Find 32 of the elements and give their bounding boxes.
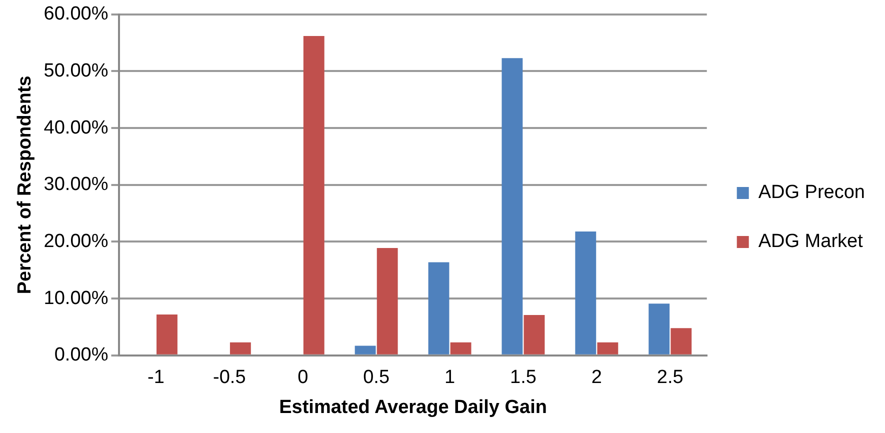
bar (428, 262, 450, 354)
y-tick-label: 50.00% (44, 60, 108, 82)
bar (502, 58, 523, 354)
bar (230, 342, 251, 354)
bar (575, 232, 596, 354)
x-tick-label: -0.5 (213, 367, 246, 388)
bar (648, 304, 670, 354)
x-tick-label: 1.5 (510, 367, 536, 388)
x-tick-label: -1 (148, 367, 164, 388)
y-tick-label: 30.00% (44, 174, 108, 196)
bar (524, 315, 545, 354)
y-tick-label: 0.00% (54, 344, 108, 366)
bar (354, 346, 376, 354)
bar (156, 314, 178, 354)
bar (450, 342, 472, 354)
y-tick-label: 60.00% (44, 4, 108, 25)
y-axis-title: Percent of Respondents (14, 76, 36, 294)
y-tick-label: 10.00% (44, 288, 108, 309)
x-tick-label: 2.5 (656, 367, 684, 388)
legend-label: ADG Precon (758, 182, 866, 204)
x-tick-label: 1 (444, 367, 456, 388)
bar (670, 328, 692, 354)
legend-label: ADG Market (758, 231, 864, 252)
bar (376, 248, 398, 354)
x-tick-label: 0.5 (363, 367, 390, 388)
bar (303, 36, 324, 354)
x-axis-title: Estimated Average Daily Gain (279, 396, 547, 418)
bar (597, 342, 618, 354)
x-tick-label: 2 (591, 367, 602, 388)
x-tick-label: 0 (298, 367, 308, 388)
y-tick-label: 40.00% (44, 117, 108, 138)
y-tick-label: 20.00% (44, 230, 108, 252)
